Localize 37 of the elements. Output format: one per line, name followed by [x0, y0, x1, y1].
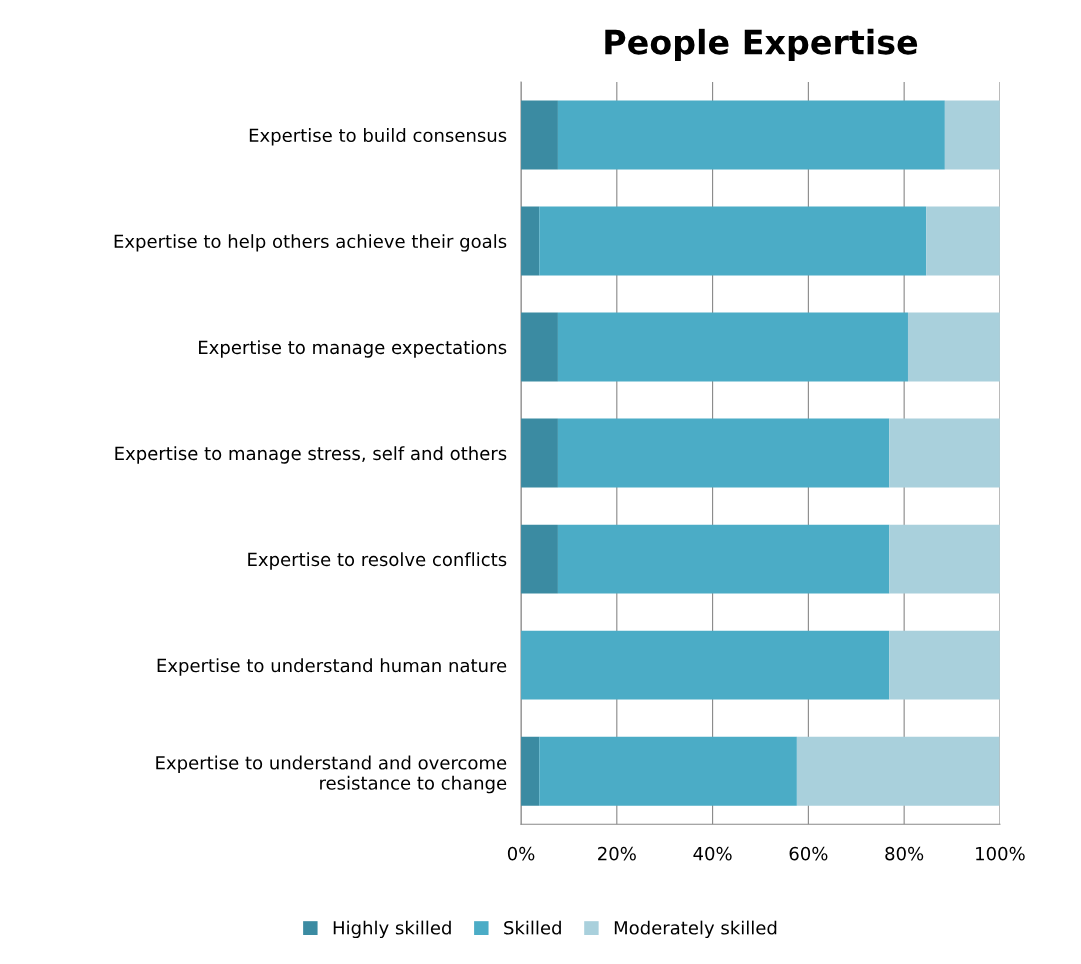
bar [521, 418, 558, 488]
bar [521, 100, 558, 170]
bar [926, 206, 1000, 276]
bar [557, 100, 945, 170]
bar [907, 312, 1000, 382]
y-tick-label: Expertise to understand and overcome resistance to change [156, 755, 507, 794]
x-tick-label: 0% [507, 846, 535, 861]
x-tick-label: 20% [598, 846, 636, 861]
bar [557, 312, 908, 382]
bar [557, 418, 890, 488]
bar [521, 630, 890, 700]
legend-label: Highly skilled [333, 920, 451, 939]
legend-label: Skilled [504, 920, 561, 935]
y-tick-label: Expertise to build consensus [249, 128, 507, 146]
y-tick-label: Expertise to manage stress, self and others [115, 446, 507, 464]
x-tick-label: 60% [789, 846, 828, 861]
bar [521, 736, 540, 806]
bar [889, 524, 1000, 594]
bar [557, 524, 890, 594]
y-tick-label: Expertise to resolve conflicts [248, 552, 507, 570]
bar [796, 736, 1000, 806]
x-tick-label: 80% [885, 846, 924, 861]
bar [539, 206, 927, 276]
bar [944, 100, 1000, 170]
bar [521, 312, 558, 382]
bar [521, 524, 558, 594]
y-tick-label: Expertise to help others achieve their goals [114, 234, 507, 252]
chart-title: People Expertise [605, 28, 918, 62]
bar [539, 736, 797, 806]
x-tick-label: 40% [693, 846, 732, 861]
bar [889, 630, 1000, 700]
y-tick-label: Expertise to understand human nature [157, 658, 507, 676]
legend-label: Moderately skilled [614, 920, 777, 939]
bar [521, 206, 540, 276]
x-tick-label: 100% [976, 846, 1025, 861]
bar [889, 418, 1000, 488]
y-tick-label: Expertise to manage expectations [199, 340, 507, 358]
